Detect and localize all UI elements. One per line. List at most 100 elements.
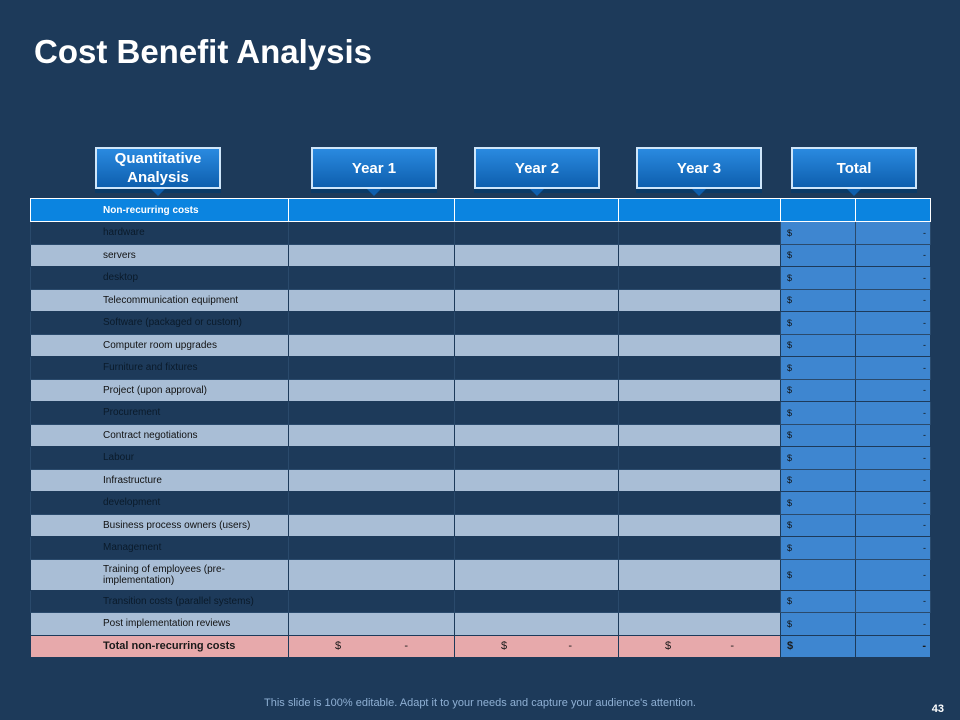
- table-row: Furniture and fixtures $ -: [30, 356, 931, 380]
- year2-cell[interactable]: [454, 446, 619, 470]
- year2-cell[interactable]: [454, 333, 619, 357]
- currency-symbol: $: [787, 542, 793, 553]
- year2-cell[interactable]: [454, 356, 619, 380]
- year1-cell[interactable]: [288, 266, 455, 290]
- total-currency-cell: $: [780, 491, 856, 515]
- year3-cell[interactable]: [618, 491, 781, 515]
- year2-cell[interactable]: [454, 558, 619, 591]
- slide-title: Cost Benefit Analysis: [34, 33, 373, 70]
- year1-cell[interactable]: [288, 536, 455, 560]
- year3-cell[interactable]: [618, 333, 781, 357]
- row-label: development: [30, 491, 289, 515]
- year2-cell[interactable]: [454, 513, 619, 537]
- year3-cell[interactable]: [618, 558, 781, 591]
- year3-cell[interactable]: [618, 311, 781, 335]
- year2-cell[interactable]: [454, 221, 619, 245]
- total-value-cell: -: [855, 266, 931, 290]
- table-row: desktop $ -: [30, 266, 931, 290]
- total-currency-cell: [780, 198, 856, 222]
- year2-cell[interactable]: [454, 536, 619, 560]
- year1-cell[interactable]: [288, 491, 455, 515]
- total-currency-cell: $: [780, 589, 856, 613]
- table-row: Transition costs (parallel systems) $ -: [30, 589, 931, 613]
- year1-cell[interactable]: [288, 243, 455, 267]
- currency-symbol: $: [787, 520, 793, 531]
- year2-cell[interactable]: [454, 198, 619, 222]
- currency-symbol: $: [787, 250, 793, 261]
- currency-symbol: $: [787, 497, 793, 508]
- year2-cell[interactable]: [454, 423, 619, 447]
- year3-cell[interactable]: [618, 513, 781, 537]
- year3-cell[interactable]: [618, 446, 781, 470]
- year3-cell[interactable]: [618, 356, 781, 380]
- total-currency-cell: $: [780, 634, 856, 658]
- value-dash: -: [568, 640, 572, 653]
- total-value-cell: [855, 198, 931, 222]
- year2-cell[interactable]: [454, 589, 619, 613]
- year3-cell[interactable]: [618, 198, 781, 222]
- header-quantitative-analysis: Quantitative Analysis: [95, 147, 221, 196]
- year2-cell[interactable]: [454, 468, 619, 492]
- year1-cell[interactable]: [288, 288, 455, 312]
- total-currency-cell: $: [780, 468, 856, 492]
- year1-total-cell[interactable]: $ -: [288, 634, 455, 658]
- year2-cell[interactable]: [454, 491, 619, 515]
- year1-cell[interactable]: [288, 333, 455, 357]
- year3-cell[interactable]: [618, 612, 781, 636]
- year1-cell[interactable]: [288, 401, 455, 425]
- year3-cell[interactable]: [618, 288, 781, 312]
- table-row: Infrastructure $ -: [30, 468, 931, 492]
- total-value-cell: -: [855, 243, 931, 267]
- year2-cell[interactable]: [454, 266, 619, 290]
- year1-cell[interactable]: [288, 589, 455, 613]
- year1-cell[interactable]: [288, 378, 455, 402]
- year3-cell[interactable]: [618, 266, 781, 290]
- currency-symbol: $: [665, 640, 672, 653]
- year3-cell[interactable]: [618, 401, 781, 425]
- currency-symbol: $: [787, 596, 793, 607]
- currency-symbol: $: [787, 430, 793, 441]
- year3-cell[interactable]: [618, 378, 781, 402]
- year1-cell[interactable]: [288, 221, 455, 245]
- header-year-2: Year 2: [474, 147, 600, 196]
- row-label: Software (packaged or custom): [30, 311, 289, 335]
- year1-cell[interactable]: [288, 311, 455, 335]
- year3-cell[interactable]: [618, 221, 781, 245]
- year2-total-cell[interactable]: $ -: [454, 634, 619, 658]
- year3-cell[interactable]: [618, 468, 781, 492]
- table-row: Post implementation reviews $ -: [30, 612, 931, 636]
- year1-cell[interactable]: [288, 198, 455, 222]
- year2-cell[interactable]: [454, 311, 619, 335]
- header-year-1: Year 1: [311, 147, 437, 196]
- year3-cell[interactable]: [618, 536, 781, 560]
- year3-cell[interactable]: [618, 423, 781, 447]
- currency-symbol: $: [787, 407, 793, 418]
- year2-cell[interactable]: [454, 401, 619, 425]
- year1-cell[interactable]: [288, 612, 455, 636]
- year1-cell[interactable]: [288, 356, 455, 380]
- year1-cell[interactable]: [288, 446, 455, 470]
- row-label: Post implementation reviews: [30, 612, 289, 636]
- currency-symbol: $: [787, 340, 793, 351]
- row-label: Training of employees (pre-implementatio…: [30, 558, 289, 591]
- year1-cell[interactable]: [288, 513, 455, 537]
- total-value-cell: -: [855, 446, 931, 470]
- header-year-3: Year 3: [636, 147, 762, 196]
- year2-cell[interactable]: [454, 378, 619, 402]
- year3-total-cell[interactable]: $ -: [618, 634, 781, 658]
- year2-cell[interactable]: [454, 243, 619, 267]
- page-number: 43: [931, 703, 944, 715]
- year3-cell[interactable]: [618, 589, 781, 613]
- year2-cell[interactable]: [454, 612, 619, 636]
- year1-cell[interactable]: [288, 468, 455, 492]
- year2-cell[interactable]: [454, 288, 619, 312]
- year1-cell[interactable]: [288, 558, 455, 591]
- row-label: Transition costs (parallel systems): [30, 589, 289, 613]
- total-currency-cell: $: [780, 536, 856, 560]
- row-label: Business process owners (users): [30, 513, 289, 537]
- header-total: Total: [791, 147, 917, 196]
- year1-cell[interactable]: [288, 423, 455, 447]
- currency-symbol: $: [787, 452, 793, 463]
- total-value-cell: -: [855, 423, 931, 447]
- year3-cell[interactable]: [618, 243, 781, 267]
